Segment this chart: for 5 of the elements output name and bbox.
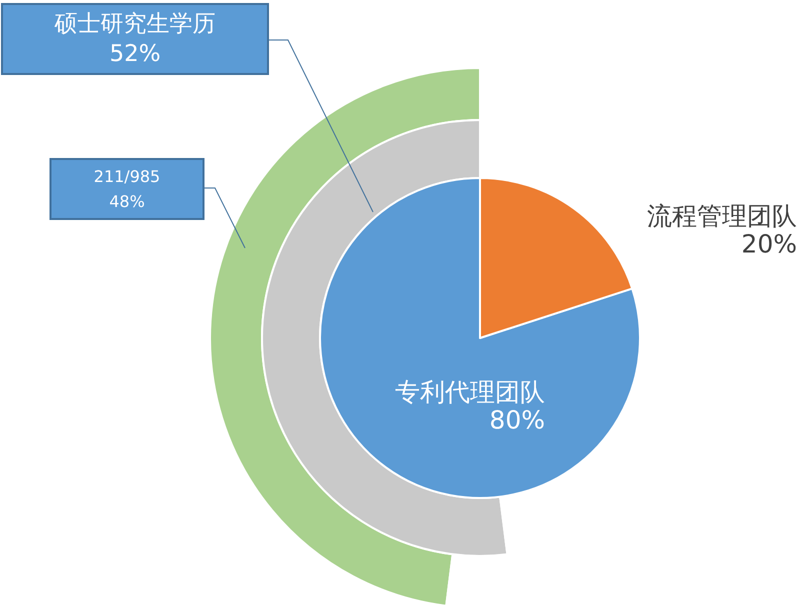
- slice-label: 硕士研究生学历: [54, 11, 216, 37]
- data-label: 52%: [109, 41, 161, 67]
- slice-label: 211/985: [94, 167, 160, 186]
- data-label: 20%: [741, 230, 797, 258]
- data-label: 48%: [109, 192, 145, 211]
